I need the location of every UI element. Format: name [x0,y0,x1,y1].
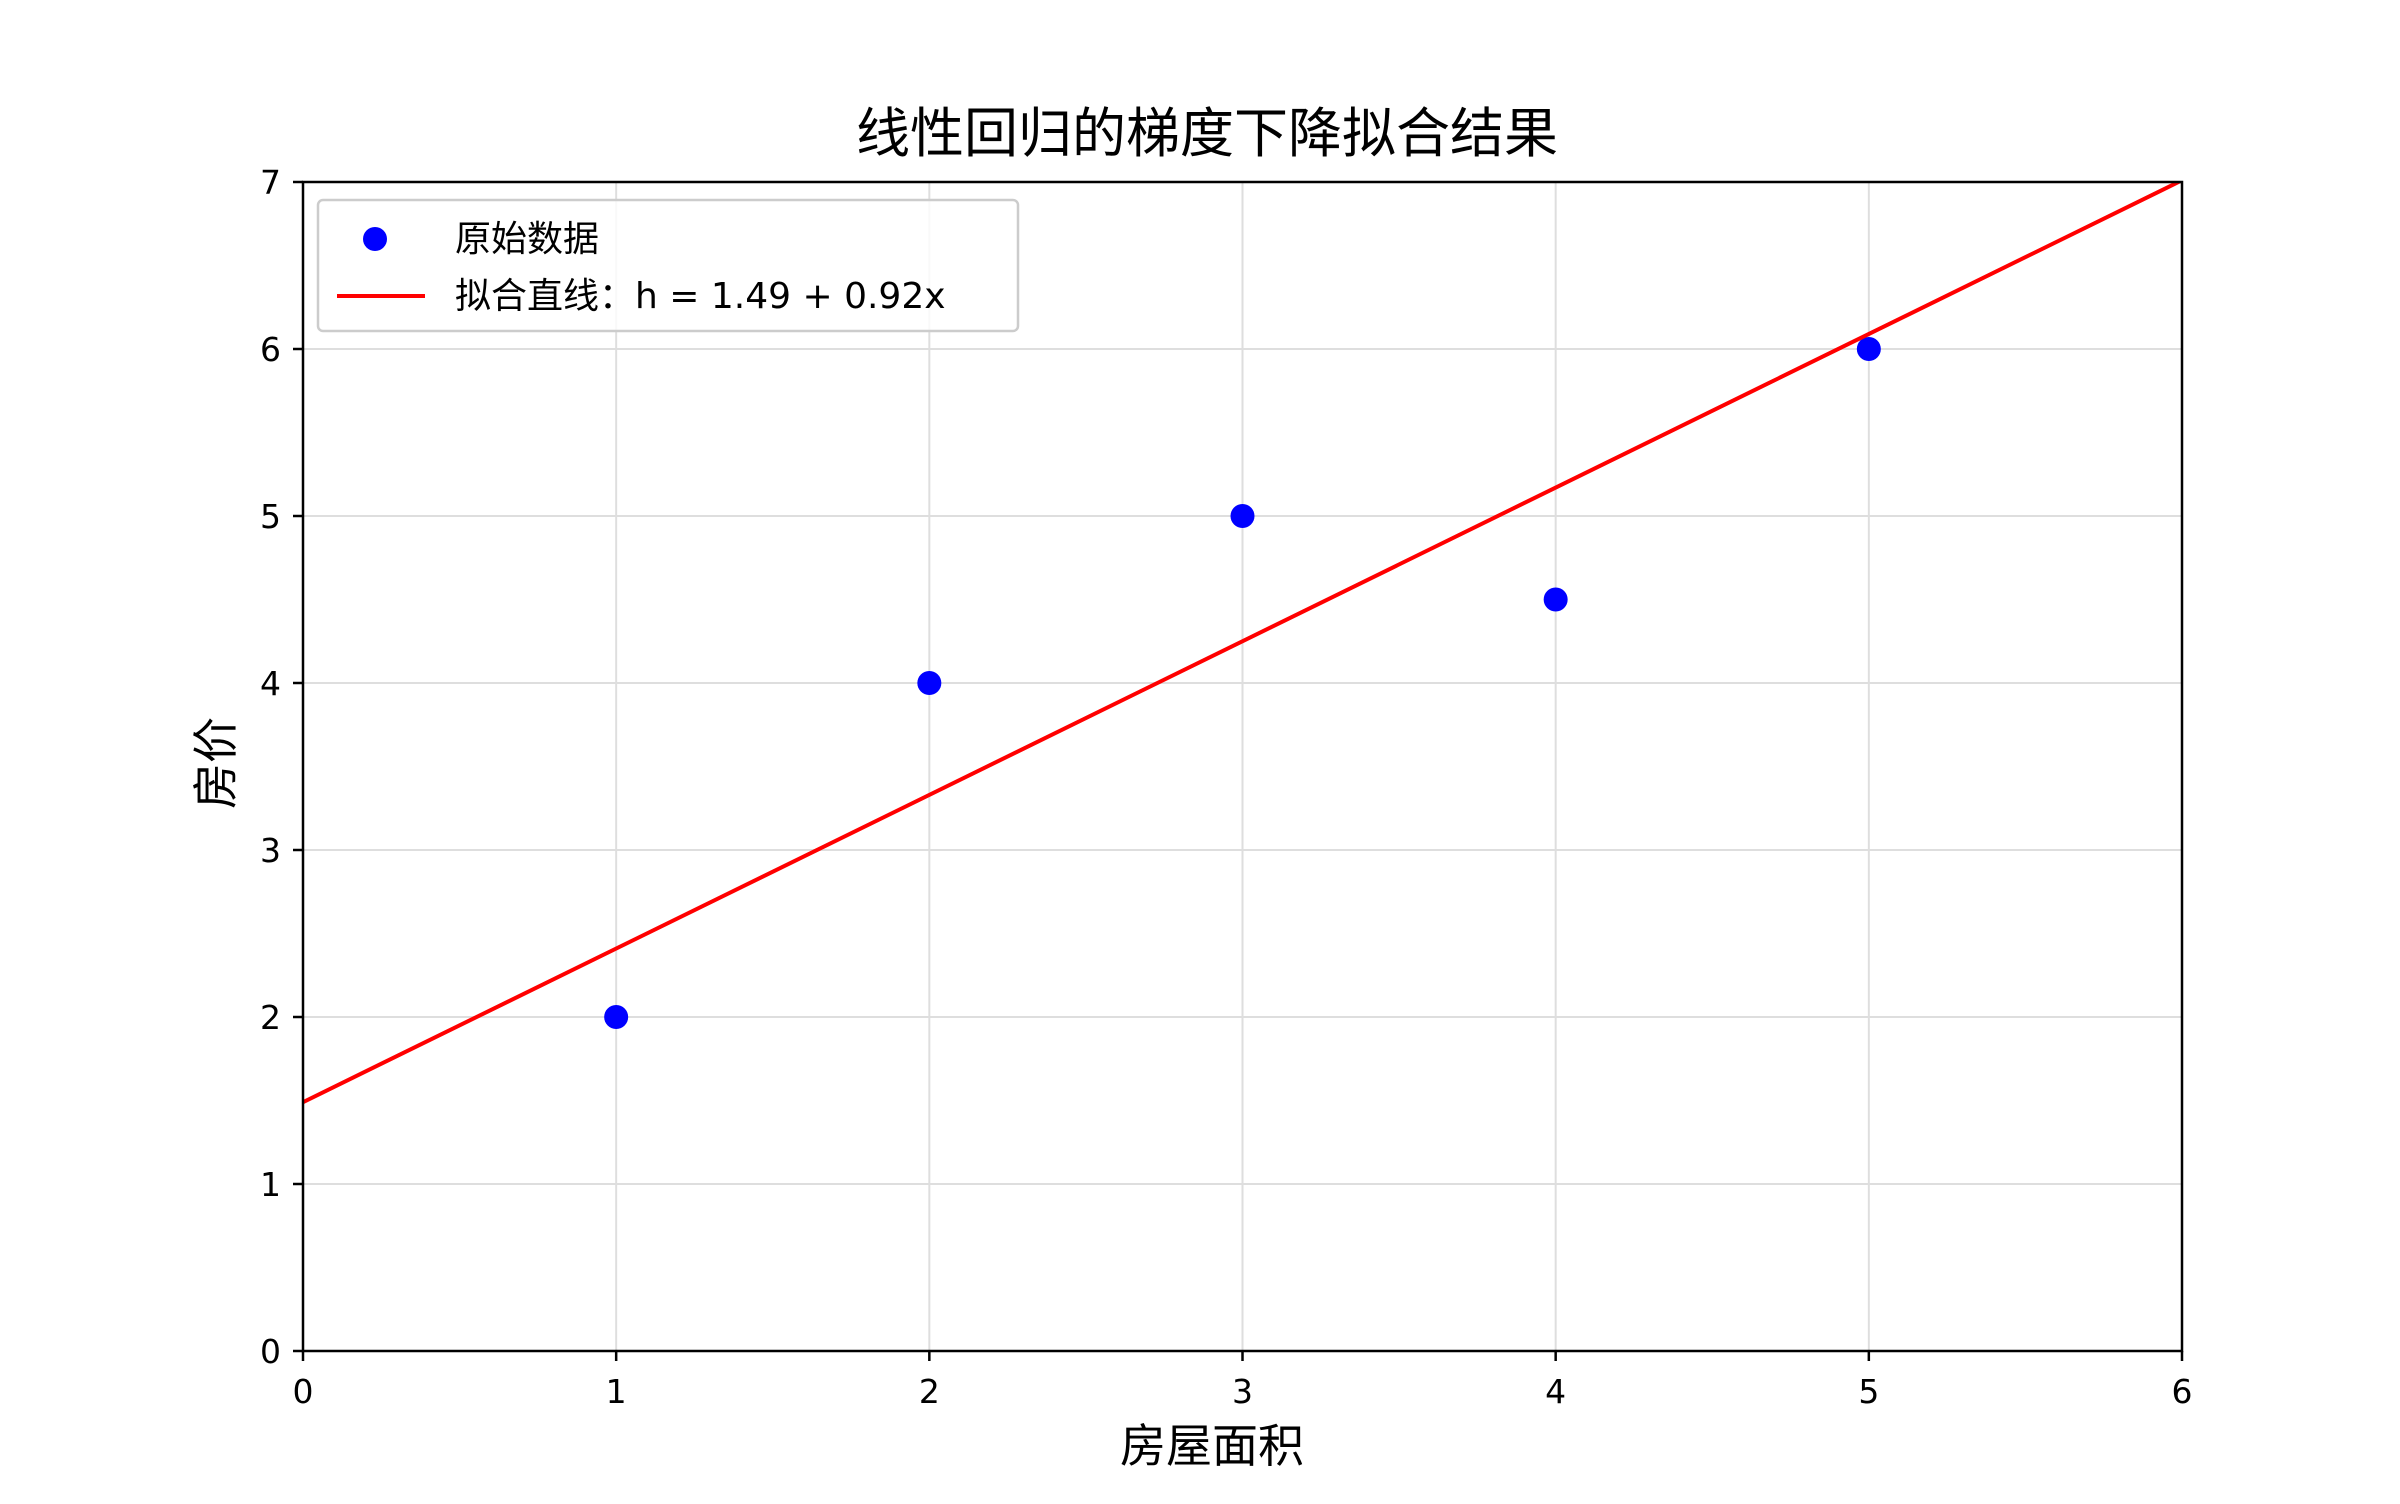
y-tick-label: 7 [260,163,281,202]
data-point [1543,587,1568,612]
x-tick-label: 5 [1858,1372,1879,1411]
y-tick-label: 3 [260,831,281,870]
y-tick-label: 5 [260,497,281,536]
axis-ticks: 0 1 2 3 4 5 6 0 1 2 3 4 5 6 7 [260,163,2193,1411]
y-tick-label: 6 [260,330,281,369]
y-axis-title: 房价 [189,717,243,809]
legend-label-scatter: 原始数据 [455,219,599,260]
y-tick-label: 2 [260,998,281,1037]
data-point [1230,504,1255,528]
legend-label-line: 拟合直线：h = 1.49 + 0.92x [455,276,946,317]
y-tick-label: 0 [260,1332,281,1371]
legend: 原始数据 拟合直线：h = 1.49 + 0.92x [316,198,1020,333]
x-tick-label: 4 [1545,1372,1566,1411]
x-axis-title: 房屋面积 [1120,1419,1304,1473]
data-point [1856,337,1881,361]
fit-line [303,182,2182,1104]
chart-title: 线性回归的梯度下降拟合结果 [856,102,1558,165]
y-tick-label: 4 [260,664,281,703]
y-tick-label: 1 [260,1165,281,1204]
x-tick-label: 0 [293,1372,314,1411]
data-point [917,671,942,695]
x-tick-label: 2 [919,1372,940,1411]
legend-box [316,198,1020,333]
data-point [604,1005,629,1029]
x-tick-label: 1 [606,1372,627,1411]
x-tick-label: 6 [2172,1372,2193,1411]
x-tick-label: 3 [1232,1372,1253,1411]
legend-scatter-marker [363,227,387,251]
